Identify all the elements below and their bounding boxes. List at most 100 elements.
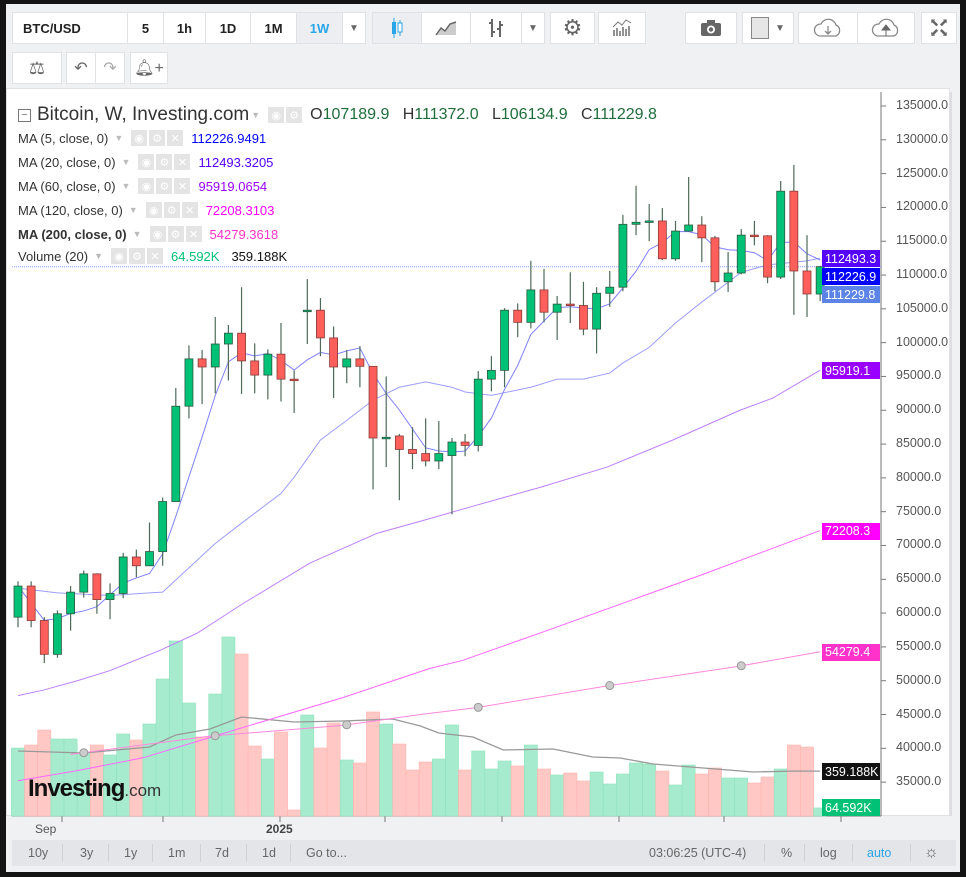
- volume-bar: [234, 653, 249, 817]
- volume-bar: [471, 750, 486, 817]
- cloud-download-icon: [813, 18, 841, 37]
- percent-toggle[interactable]: %: [781, 846, 793, 860]
- close-icon[interactable]: ✕: [174, 154, 191, 170]
- range-1y[interactable]: 1y: [124, 846, 138, 860]
- candle-down: [237, 332, 246, 362]
- chart-type-dropdown[interactable]: ▼: [521, 12, 545, 44]
- volume-bar: [800, 746, 814, 817]
- auto-toggle[interactable]: auto: [867, 846, 892, 860]
- event-marker-icon: [79, 748, 89, 758]
- goto-button[interactable]: Go to...: [306, 846, 347, 860]
- volume-bar: [37, 729, 52, 817]
- gear-icon[interactable]: ⚙: [156, 178, 173, 194]
- eye-icon[interactable]: ◉: [268, 107, 285, 123]
- candle-down: [697, 224, 707, 239]
- candle-down: [763, 235, 772, 278]
- interval-1h[interactable]: 1h: [163, 12, 206, 44]
- candle-down: [408, 449, 417, 454]
- eye-icon[interactable]: ◉: [131, 130, 148, 146]
- candle-down: [460, 441, 470, 446]
- caret-down-icon[interactable]: ▼: [121, 181, 131, 191]
- volume-bar: [497, 760, 512, 817]
- color-picker-button[interactable]: ▼: [742, 12, 794, 44]
- event-marker-icon: [473, 702, 483, 712]
- fullscreen-button[interactable]: ⬉⬈ ⬋⬊: [921, 12, 957, 44]
- caret-down-icon[interactable]: ▼: [132, 229, 142, 239]
- volume-bar: [353, 762, 367, 817]
- price-axis-label: 65000.0: [896, 571, 942, 586]
- candle-down: [579, 305, 588, 330]
- indicators-button[interactable]: [598, 12, 646, 44]
- candle-down: [789, 190, 799, 272]
- eye-icon[interactable]: ◉: [149, 226, 166, 242]
- candle-down: [355, 358, 365, 367]
- close-icon[interactable]: ✕: [181, 202, 198, 218]
- candle-down: [316, 309, 325, 339]
- compare-button[interactable]: ⚖: [12, 52, 62, 84]
- interval-1w[interactable]: 1W: [296, 12, 343, 44]
- price-tag: 112226.9: [822, 268, 880, 286]
- range-10y[interactable]: 10y: [28, 846, 49, 860]
- close-icon[interactable]: ✕: [147, 248, 164, 264]
- candle-down: [421, 453, 431, 462]
- bottom-bar: 10y 3y 1y 1m 7d 1d Go to... 03:06:25 (UT…: [12, 840, 956, 866]
- candle-down: [329, 337, 339, 368]
- price-axis-label: 105000.0: [896, 300, 949, 315]
- close-icon[interactable]: ✕: [167, 130, 184, 146]
- range-7d[interactable]: 7d: [215, 846, 229, 860]
- volume-bar: [221, 636, 236, 817]
- bars-chart-button[interactable]: [470, 12, 522, 44]
- caret-down-icon[interactable]: ▼: [94, 251, 104, 261]
- close-icon[interactable]: ✕: [174, 178, 191, 194]
- event-marker-icon: [605, 681, 615, 691]
- ma5-line: [17, 230, 821, 621]
- gear-icon[interactable]: ⚙: [129, 248, 146, 264]
- redo-button[interactable]: ↷: [95, 52, 125, 84]
- save-chart-button[interactable]: [857, 12, 915, 44]
- candle-down: [250, 360, 260, 376]
- open-value: 107189.9: [322, 106, 390, 123]
- indicator-legend-row: MA (120, close, 0) ▼ ◉ ⚙ ✕ 72208.3103: [18, 202, 274, 218]
- undo-button[interactable]: ↶: [66, 52, 96, 84]
- symbol-box[interactable]: BTC/USD: [12, 12, 128, 44]
- caret-down-icon[interactable]: ▼: [114, 133, 124, 143]
- settings-button[interactable]: ⚙: [550, 12, 595, 44]
- screenshot-button[interactable]: [685, 12, 737, 44]
- interval-1m[interactable]: 1M: [250, 12, 297, 44]
- price-tag: 359.188K: [822, 763, 880, 781]
- price-tag: 54279.4: [822, 643, 880, 661]
- caret-down-icon[interactable]: ▼: [121, 157, 131, 167]
- candle-up: [736, 234, 746, 274]
- price-axis-label: 95000.0: [896, 368, 942, 383]
- load-chart-button[interactable]: [798, 12, 858, 44]
- volume-bar: [418, 761, 433, 817]
- gear-icon[interactable]: ⚙: [167, 226, 184, 242]
- candle-down: [539, 289, 549, 313]
- area-chart-button[interactable]: [421, 12, 471, 44]
- eye-icon[interactable]: ◉: [138, 178, 155, 194]
- collapse-legend-icon[interactable]: −: [18, 108, 31, 122]
- settings-sun-icon[interactable]: ☼: [924, 844, 939, 861]
- gear-icon[interactable]: ⚙: [286, 107, 303, 123]
- price-axis-label: 75000.0: [896, 503, 942, 518]
- eye-icon[interactable]: ◉: [138, 154, 155, 170]
- log-toggle[interactable]: log: [820, 846, 837, 860]
- add-alert-button[interactable]: 🔔︎+: [130, 52, 168, 84]
- volume-bar: [300, 714, 315, 817]
- candle-down: [710, 237, 720, 283]
- symbol-label: BTC/USD: [23, 20, 81, 36]
- eye-icon[interactable]: ◉: [111, 248, 128, 264]
- volume-bar: [655, 770, 670, 817]
- caret-down-icon[interactable]: ▼: [251, 110, 261, 120]
- gear-icon[interactable]: ⚙: [163, 202, 180, 218]
- range-1d[interactable]: 1d: [262, 846, 276, 860]
- gear-icon[interactable]: ⚙: [149, 130, 166, 146]
- range-1m[interactable]: 1m: [168, 846, 186, 860]
- close-icon[interactable]: ✕: [185, 226, 202, 242]
- caret-down-icon[interactable]: ▼: [128, 205, 138, 215]
- range-3y[interactable]: 3y: [80, 846, 94, 860]
- gear-icon[interactable]: ⚙: [156, 154, 173, 170]
- interval-dropdown[interactable]: ▼: [342, 12, 366, 44]
- eye-icon[interactable]: ◉: [145, 202, 162, 218]
